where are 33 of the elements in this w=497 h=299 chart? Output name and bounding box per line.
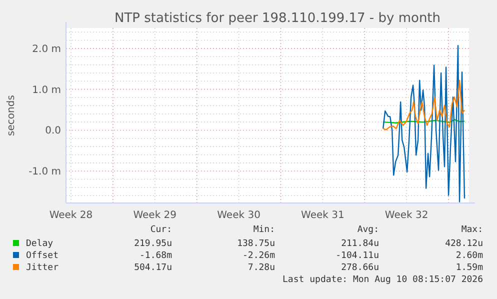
text: Min: <box>253 225 275 235</box>
text: 138.75u <box>237 239 275 249</box>
legend-label: Jitter <box>26 263 60 273</box>
line-series <box>382 80 466 130</box>
text: -1.68m <box>139 251 172 261</box>
text: Avg: <box>357 225 379 235</box>
chart-title: NTP statistics for peer 198.110.199.17 - by month <box>114 11 441 26</box>
text: 504.17u <box>134 263 172 273</box>
x-tick-label: Week 30 <box>217 210 260 221</box>
text: Last update: Mon Aug 10 08:15:07 2026 <box>282 275 483 285</box>
y-tick-label: -1.0 m <box>28 166 61 178</box>
x-tick-label: Week 29 <box>133 210 177 221</box>
text: 211.84u <box>341 239 379 249</box>
text: 1.59m <box>456 263 483 273</box>
x-tick-label: Week 32 <box>384 210 428 221</box>
line-series <box>382 44 466 202</box>
text: Cur: <box>150 225 172 235</box>
x-tick-label: Week 28 <box>49 210 93 221</box>
text: 278.66u <box>341 263 379 273</box>
text: 219.95u <box>134 239 172 249</box>
legend-label: Delay <box>26 239 54 249</box>
text: -104.11u <box>336 251 379 261</box>
text: 428.12u <box>445 239 483 249</box>
text: Max: <box>461 225 483 235</box>
text: -2.26m <box>242 251 275 261</box>
text: 2.60m <box>456 251 483 261</box>
y-tick-label: 0.0 <box>45 126 61 137</box>
y-tick-label: 1.0 m <box>32 84 61 96</box>
legend-label: Offset <box>26 251 59 261</box>
x-tick-label: Week 31 <box>301 210 344 221</box>
y-tick-label: 2.0 m <box>32 44 61 55</box>
y-axis-title: seconds <box>6 95 17 136</box>
text: 7.28u <box>248 263 275 273</box>
